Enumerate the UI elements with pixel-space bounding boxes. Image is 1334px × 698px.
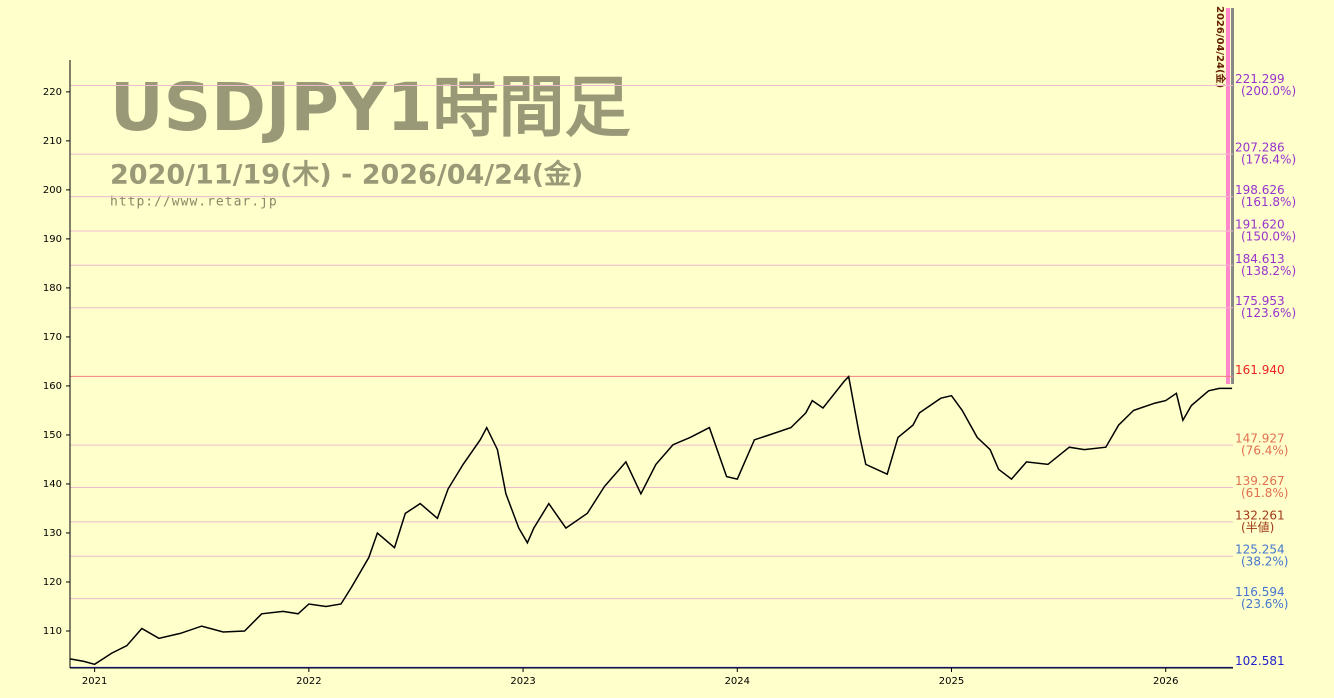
level-note: (123.6%) <box>1241 306 1296 320</box>
level-note: (150.0%) <box>1241 229 1296 243</box>
level-note: (61.8%) <box>1241 486 1288 500</box>
x-tick-label: 2025 <box>939 676 964 687</box>
y-tick-label: 210 <box>43 136 62 147</box>
level-label: 147.927 <box>1235 432 1285 446</box>
x-tick-label: 2023 <box>510 676 535 687</box>
y-tick-label: 170 <box>43 332 62 343</box>
y-tick-label: 160 <box>43 381 62 392</box>
y-tick-label: 110 <box>43 626 62 637</box>
url: http://www.retar.jp <box>110 195 278 210</box>
x-tick-label: 2024 <box>725 676 750 687</box>
level-note: (176.4%) <box>1241 153 1296 167</box>
level-label: 161.940 <box>1235 363 1285 377</box>
range-bar <box>1226 8 1230 384</box>
range-bar <box>1231 8 1234 384</box>
y-tick-label: 120 <box>43 577 62 588</box>
y-tick-label: 200 <box>43 185 62 196</box>
y-tick-label: 140 <box>43 479 62 490</box>
level-label: 184.613 <box>1235 252 1285 266</box>
y-tick-label: 180 <box>43 283 62 294</box>
y-tick-label: 220 <box>43 87 62 98</box>
level-note: (38.2%) <box>1241 555 1288 569</box>
level-note: (200.0%) <box>1241 84 1296 98</box>
y-tick-label: 130 <box>43 528 62 539</box>
price-line <box>69 375 1233 666</box>
level-label: 221.299 <box>1235 72 1285 86</box>
y-tick-label: 190 <box>43 234 62 245</box>
level-label: 102.581 <box>1235 654 1285 668</box>
level-label: 132.261 <box>1235 508 1285 522</box>
level-note: (161.8%) <box>1241 195 1296 209</box>
x-tick-label: 2021 <box>82 676 107 687</box>
level-label: 175.953 <box>1235 294 1285 308</box>
level-note: (76.4%) <box>1241 444 1288 458</box>
side-note: 2026/04/24(金) <box>1214 6 1227 88</box>
level-label: 191.620 <box>1235 217 1285 231</box>
level-label: 198.626 <box>1235 183 1285 197</box>
level-note: (半値) <box>1241 519 1274 534</box>
level-note: (138.2%) <box>1241 264 1296 278</box>
x-tick-label: 2026 <box>1153 676 1178 687</box>
chart-subtitle: 2020/11/19(木) - 2026/04/24(金) <box>110 159 583 191</box>
level-label: 116.594 <box>1235 585 1285 599</box>
y-tick-label: 150 <box>43 430 62 441</box>
level-label: 207.286 <box>1235 141 1285 155</box>
chart-title: USDJPY1時間足 <box>110 69 631 146</box>
level-note: (23.6%) <box>1241 597 1288 611</box>
level-label: 139.267 <box>1235 474 1285 488</box>
level-label: 125.254 <box>1235 543 1285 557</box>
x-tick-label: 2022 <box>296 676 321 687</box>
